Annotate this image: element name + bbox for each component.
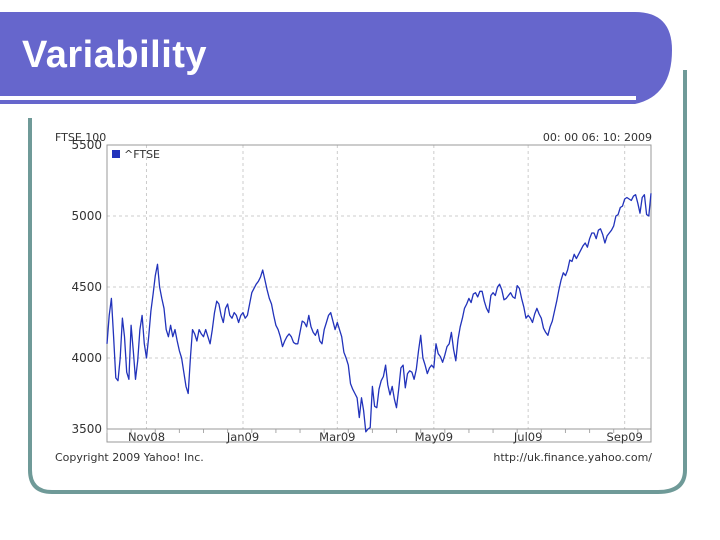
x-tick-label: Sep09	[607, 430, 643, 444]
x-axis-ticks: Nov08 Jan09 Mar09 May09 Jul09 Sep09	[106, 428, 651, 444]
series-line-ftse	[106, 193, 652, 433]
plot-border	[106, 144, 652, 443]
grid-layer	[107, 145, 651, 429]
x-tick-label: Mar09	[319, 430, 355, 444]
chart-timestamp: 00: 00 06: 10: 2009	[543, 131, 652, 144]
chart-background	[45, 125, 665, 470]
slide-title: Variability	[22, 34, 208, 76]
x-tick-label: Jan09	[226, 430, 259, 444]
y-tick-label: 4500	[71, 280, 102, 294]
x-tick-label: Jul09	[513, 430, 543, 444]
y-axis-ticks: 5500 5000 4500 4000 3500	[71, 138, 102, 436]
credit-right: http://uk.finance.yahoo.com/	[493, 451, 652, 464]
credit-left: Copyright 2009 Yahoo! Inc.	[55, 451, 204, 464]
y-tick-label: 5500	[71, 138, 102, 152]
title-bar	[0, 12, 672, 104]
x-tick-label: May09	[415, 430, 453, 444]
y-tick-label: 5000	[71, 209, 102, 223]
legend-swatch	[112, 150, 120, 158]
y-tick-label: 3500	[71, 422, 102, 436]
y-tick-label: 4000	[71, 351, 102, 365]
content-frame-border	[28, 70, 687, 494]
legend-label: ^FTSE	[124, 148, 160, 161]
chart-title: FTSE 100	[55, 131, 106, 144]
x-tick-label: Nov08	[128, 430, 165, 444]
